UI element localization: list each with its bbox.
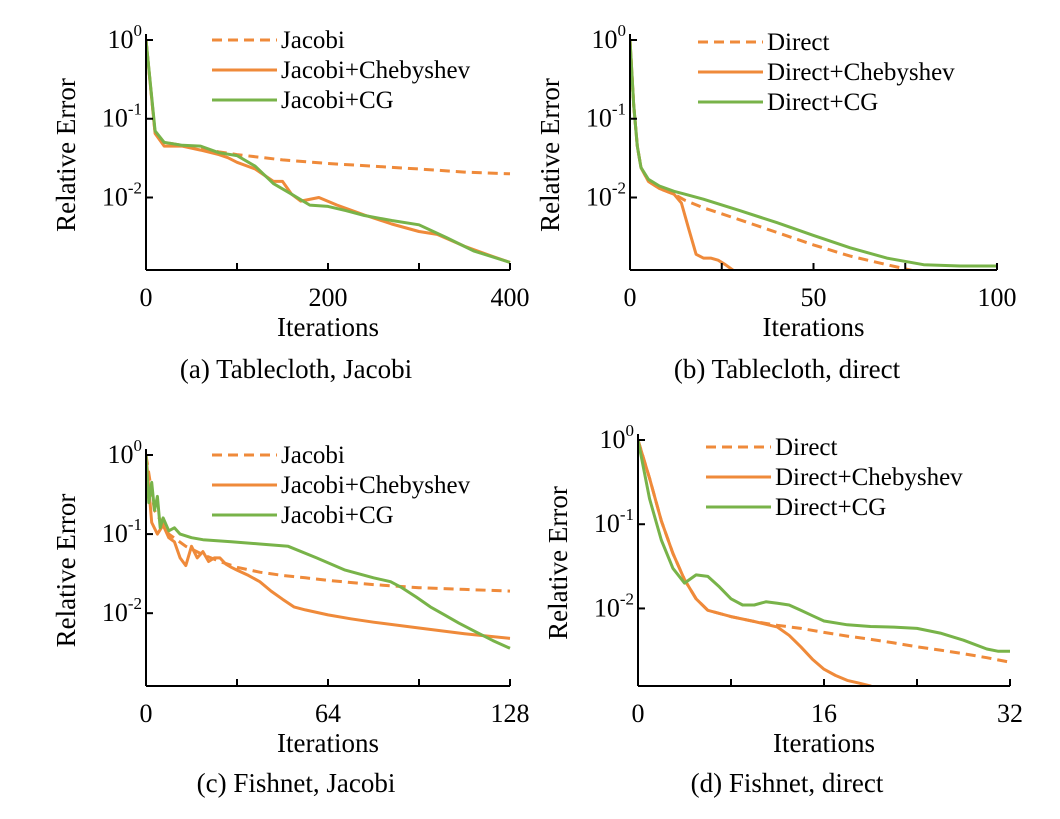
y-tick-label: 100 — [108, 436, 143, 469]
x-tick-label: 32 — [997, 699, 1023, 728]
legend-label: Direct+CG — [767, 89, 878, 116]
legend: Jacobi Jacobi+Chebyshev Jacobi+CG — [212, 442, 471, 529]
legend-label: Direct — [775, 434, 838, 461]
legend-label: Jacobi+Chebyshev — [281, 57, 471, 84]
y-tick-label: 100 — [600, 421, 635, 454]
y-tick-label: 10-2 — [102, 594, 142, 627]
x-axis-title: Iterations — [277, 312, 379, 342]
legend-label: Direct+Chebyshev — [767, 59, 955, 86]
series-lines — [146, 39, 511, 264]
legend-label: Jacobi — [281, 442, 345, 469]
series-line-jacobi-chebyshev — [146, 454, 511, 640]
legend-label: Direct+Chebyshev — [775, 464, 963, 491]
series-line-direct — [638, 439, 1011, 664]
y-tick-label: 100 — [592, 21, 627, 54]
x-tick-label: 50 — [801, 283, 827, 312]
x-tick-label: 0 — [632, 699, 645, 728]
y-axis-title: Relative Error — [543, 486, 573, 640]
y-axis-title: Relative Error — [51, 494, 81, 648]
x-tick-label: 400 — [491, 283, 530, 312]
y-tick-label: 10-1 — [586, 100, 626, 133]
panel-b: 0 50 100 100 10-1 10-2 Iterations Relative Erro… — [535, 21, 1017, 384]
series-line-jacobi-cg — [146, 454, 511, 650]
legend: Direct Direct+Chebyshev Direct+CG — [706, 434, 963, 521]
panel-caption: (b) Tablecloth, direct — [674, 354, 901, 384]
legend: Jacobi Jacobi+Chebyshev Jacobi+CG — [212, 27, 471, 114]
legend-label: Direct+CG — [775, 494, 886, 521]
series-line-jacobi — [146, 454, 511, 593]
x-axis-title: Iterations — [773, 728, 875, 758]
series-line-direct-chebyshev — [638, 439, 874, 686]
y-tick-label: 10-1 — [102, 515, 142, 548]
panel-caption: (c) Fishnet, Jacobi — [197, 768, 396, 798]
series-line-direct-cg — [638, 439, 1010, 653]
series-lines — [630, 39, 997, 270]
series-lines — [638, 439, 1011, 686]
y-tick-label: 10-2 — [586, 178, 626, 211]
y-tick-label: 10-2 — [102, 178, 142, 211]
panel-d: 0 16 32 100 10-1 10-2 Iterations Relative Error… — [543, 421, 1023, 798]
y-tick-label: 10-1 — [594, 505, 634, 538]
x-tick-label: 200 — [309, 283, 348, 312]
x-axis-title: Iterations — [277, 728, 379, 758]
legend-label: Jacobi+CG — [281, 502, 394, 529]
series-line-jacobi-cg — [146, 39, 511, 264]
legend-label: Jacobi+CG — [281, 87, 394, 114]
x-tick-label: 0 — [624, 283, 637, 312]
x-tick-label: 0 — [140, 699, 153, 728]
panel-c: 0 64 128 100 10-1 10-2 Iterations Relative Erro… — [51, 436, 530, 798]
y-axis-title: Relative Error — [535, 78, 565, 232]
y-tick-label: 10-1 — [102, 100, 142, 133]
y-tick-label: 10-2 — [594, 589, 634, 622]
series-line-direct-cg — [630, 39, 997, 268]
x-tick-label: 0 — [140, 283, 153, 312]
y-tick-label: 100 — [108, 21, 143, 54]
x-tick-label: 100 — [978, 283, 1017, 312]
series-line-jacobi-chebyshev — [146, 39, 511, 264]
panel-caption: (d) Fishnet, direct — [691, 768, 884, 798]
x-axis-title: Iterations — [763, 312, 865, 342]
legend: Direct Direct+Chebyshev Direct+CG — [698, 29, 955, 116]
x-tick-label: 16 — [811, 699, 837, 728]
x-tick-label: 128 — [491, 699, 530, 728]
series-lines — [146, 454, 511, 650]
legend-label: Jacobi+Chebyshev — [281, 472, 471, 499]
y-axis-title: Relative Error — [51, 78, 81, 232]
series-line-direct-chebyshev — [630, 39, 736, 270]
x-tick-label: 64 — [315, 699, 341, 728]
legend-label: Direct — [767, 29, 830, 56]
panel-a: 0 200 400 100 10-1 10-2 Iterations Relative Err… — [51, 21, 530, 384]
legend-label: Jacobi — [281, 27, 345, 54]
panel-caption: (a) Tablecloth, Jacobi — [180, 354, 412, 384]
